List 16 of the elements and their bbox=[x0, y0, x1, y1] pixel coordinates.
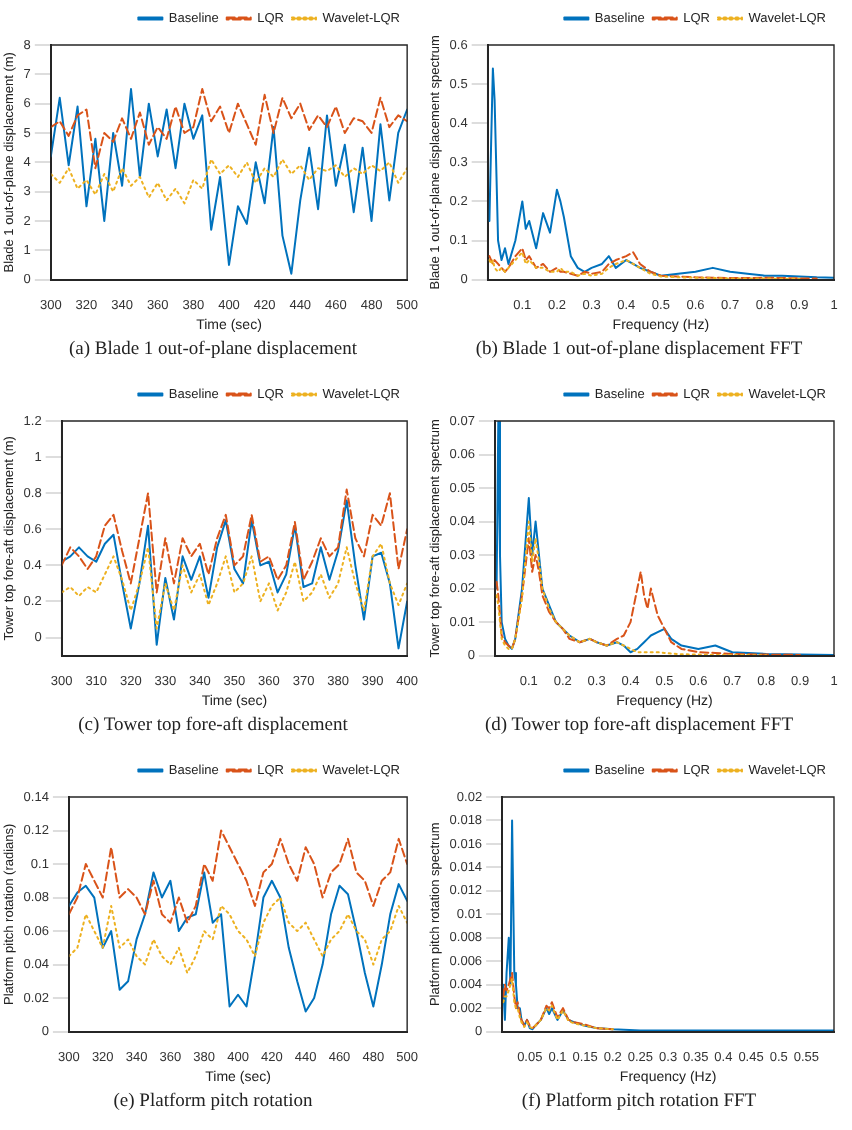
line-series bbox=[488, 251, 801, 280]
line-series bbox=[61, 488, 408, 594]
line-series bbox=[68, 896, 408, 974]
line-series bbox=[50, 87, 408, 170]
text: (b) Blade 1 out-of-plane displacement FFT bbox=[473, 340, 805, 360]
line-series bbox=[495, 537, 802, 656]
text: (c) Tower top fore-aft displacement bbox=[76, 716, 350, 736]
line-series bbox=[68, 829, 408, 924]
text: (e) Platform pitch rotation bbox=[111, 1092, 315, 1112]
line-series bbox=[488, 247, 818, 280]
text: (a) Blade 1 out-of-plane displacement bbox=[66, 340, 360, 360]
line-series bbox=[495, 520, 768, 656]
line-series bbox=[50, 158, 408, 205]
text: (f) Platform pitch rotation FFT bbox=[519, 1092, 759, 1112]
text: (d) Tower top fore-aft displacement FFT bbox=[482, 716, 796, 736]
line-series bbox=[61, 542, 408, 630]
